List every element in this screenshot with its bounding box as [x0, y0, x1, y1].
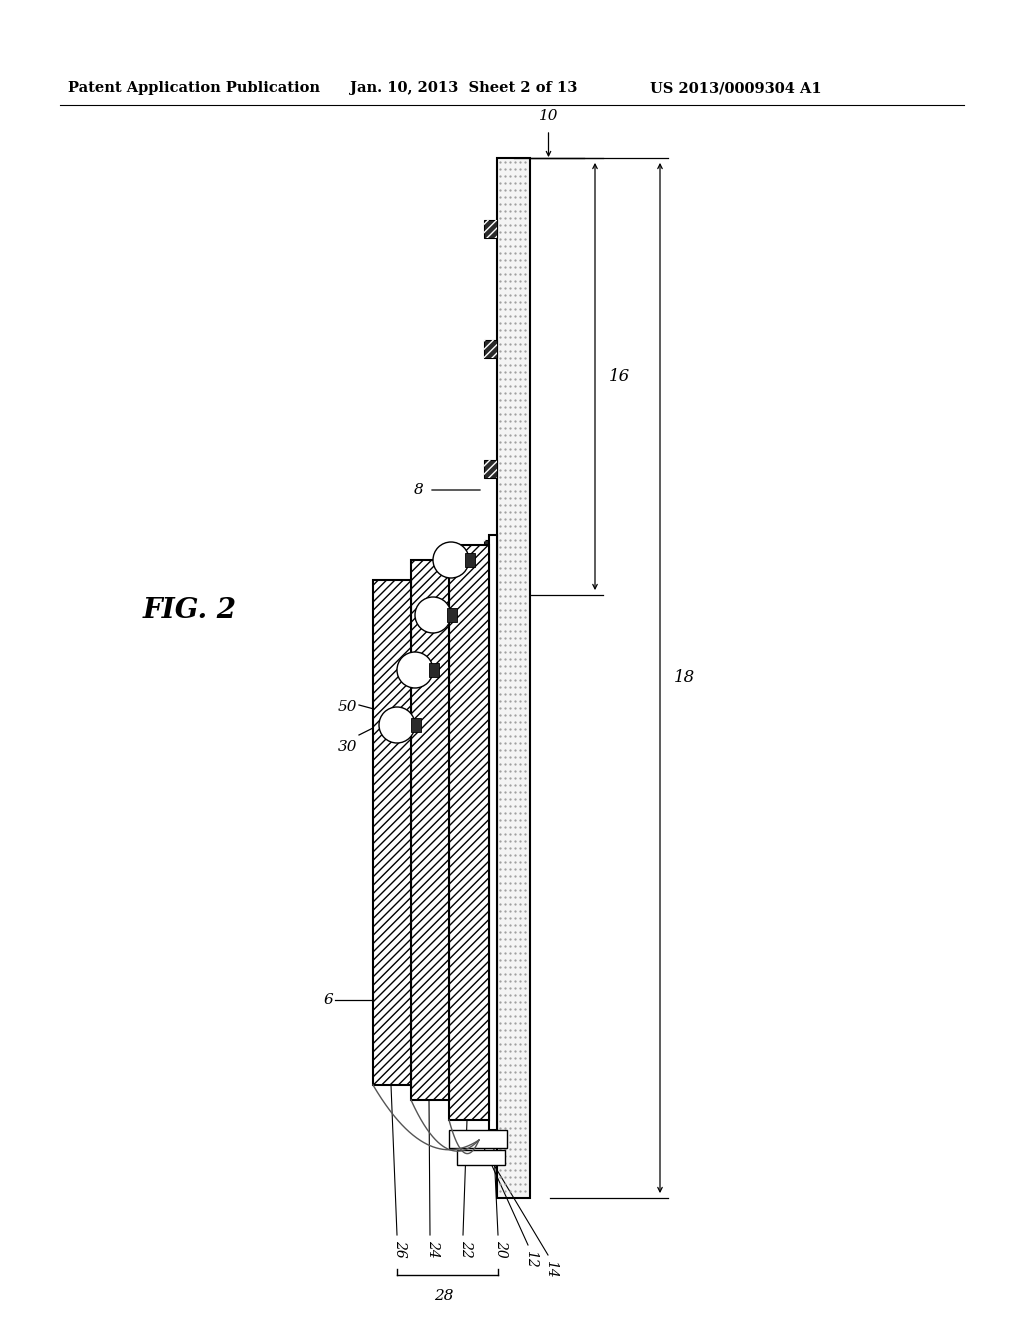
Bar [484, 341, 497, 358]
Text: 50: 50 [338, 700, 357, 714]
Text: 16: 16 [609, 368, 630, 385]
Bar [429, 663, 439, 677]
Bar [457, 1150, 505, 1166]
Text: 20: 20 [494, 1239, 508, 1258]
Bar [484, 220, 497, 238]
Text: 26: 26 [393, 1239, 407, 1258]
Text: 18: 18 [674, 669, 695, 686]
Text: 24: 24 [426, 1239, 440, 1258]
Circle shape [415, 597, 451, 634]
Bar [497, 158, 530, 1199]
Bar [411, 560, 449, 1100]
Bar [411, 718, 421, 733]
Bar [484, 341, 497, 358]
Text: 8: 8 [415, 483, 424, 498]
Bar [465, 553, 475, 568]
Circle shape [433, 543, 469, 578]
Bar [449, 1130, 507, 1148]
Bar [484, 540, 497, 558]
Bar [373, 579, 411, 1085]
Text: 14: 14 [544, 1261, 558, 1278]
Text: Patent Application Publication: Patent Application Publication [68, 81, 319, 95]
Text: US 2013/0009304 A1: US 2013/0009304 A1 [650, 81, 821, 95]
Bar [484, 459, 497, 478]
Text: 28: 28 [434, 1290, 454, 1303]
Bar [449, 545, 489, 1119]
Text: Jan. 10, 2013  Sheet 2 of 13: Jan. 10, 2013 Sheet 2 of 13 [350, 81, 578, 95]
Bar [484, 459, 497, 478]
Circle shape [379, 708, 415, 743]
Text: 12: 12 [524, 1250, 538, 1267]
Text: 30: 30 [338, 741, 357, 754]
Circle shape [397, 652, 433, 688]
Bar [447, 609, 457, 622]
Bar [489, 535, 497, 1130]
Text: 6: 6 [324, 993, 333, 1007]
Text: 10: 10 [539, 110, 558, 123]
Text: FIG. 2: FIG. 2 [143, 597, 237, 623]
Text: 22: 22 [459, 1239, 473, 1258]
Bar [484, 220, 497, 238]
Bar [484, 540, 497, 558]
